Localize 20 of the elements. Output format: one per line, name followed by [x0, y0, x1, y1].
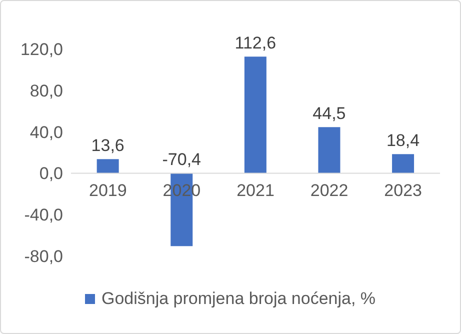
y-tick-label: -40,0: [24, 206, 63, 225]
legend-label: Godišnja promjena broja noćenja, %: [101, 289, 376, 309]
x-tick-label: 2023: [384, 181, 422, 200]
data-label: 112,6: [234, 34, 276, 53]
data-label: 44,5: [312, 104, 346, 124]
x-tick-label: 2021: [236, 181, 274, 200]
data-label: -70,4: [162, 150, 202, 170]
y-tick-label: -80,0: [24, 247, 63, 266]
bar: [392, 154, 414, 174]
bar: [96, 159, 119, 174]
y-tick-label: 40,0: [30, 122, 63, 142]
y-tick-label: 0,0: [39, 164, 63, 184]
x-tick-label: 2019: [88, 181, 127, 200]
y-tick-label: 80,0: [30, 81, 63, 100]
bar: [318, 127, 340, 174]
data-label: 18,4: [386, 131, 420, 150]
x-tick-label: 2022: [310, 181, 348, 200]
y-tick-label: 120,0: [20, 40, 63, 60]
data-label: 13,6: [91, 136, 124, 156]
bar: [244, 56, 266, 174]
